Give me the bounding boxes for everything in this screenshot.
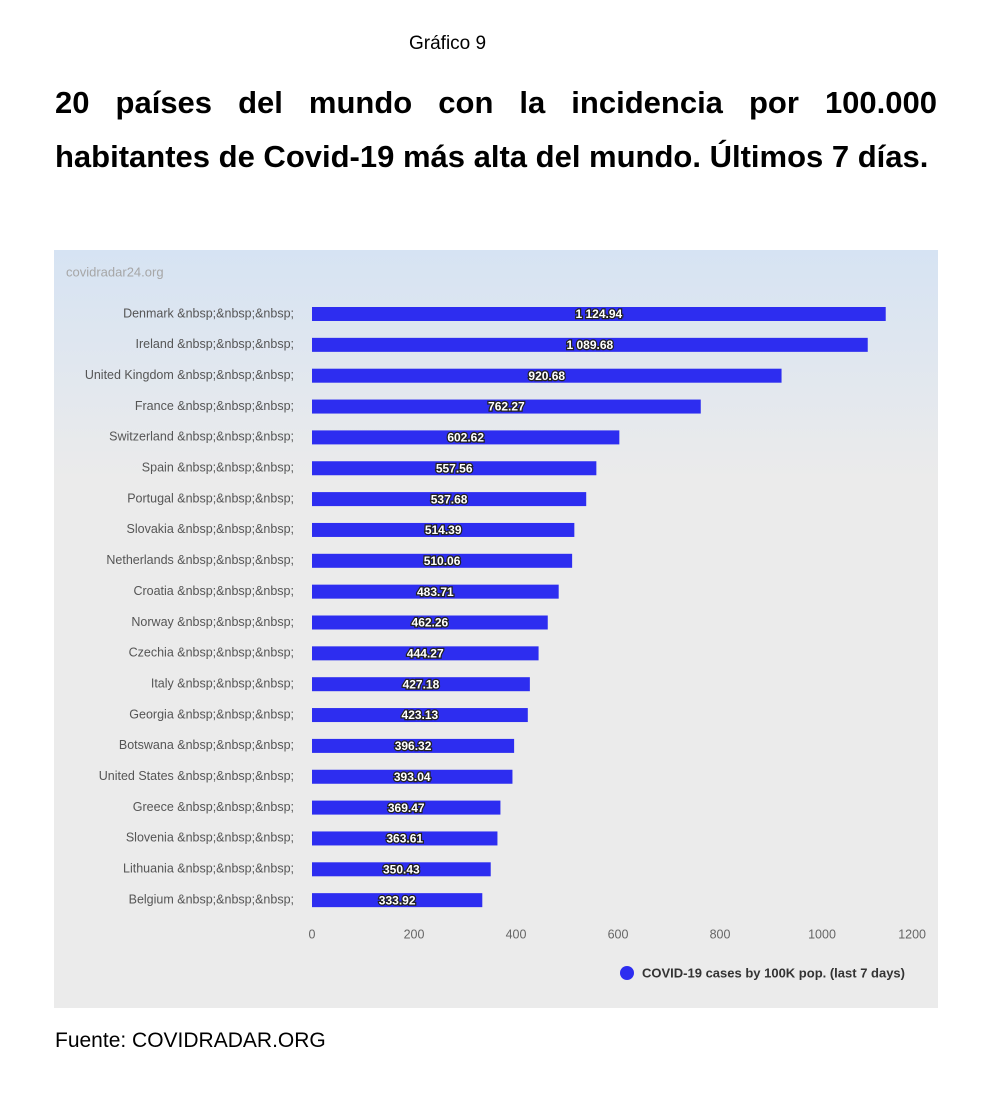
chart-title: 20 países del mundo con la incidencia po… xyxy=(55,85,937,174)
y-tick-label: Greece &nbsp;&nbsp;&nbsp; xyxy=(133,800,294,814)
data-label: 462.26 xyxy=(412,616,449,630)
data-label: 444.27 xyxy=(407,647,444,661)
watermark: covidradar24.org xyxy=(66,264,164,279)
x-tick-label: 1000 xyxy=(808,927,836,941)
data-label: 602.62 xyxy=(447,431,484,445)
y-tick-label: Spain &nbsp;&nbsp;&nbsp; xyxy=(142,461,294,475)
y-tick-label: Belgium &nbsp;&nbsp;&nbsp; xyxy=(129,892,294,906)
data-label: 363.61 xyxy=(386,832,423,846)
y-tick-label: Ireland &nbsp;&nbsp;&nbsp; xyxy=(136,337,294,351)
bar xyxy=(312,584,559,599)
y-tick-label: Netherlands &nbsp;&nbsp;&nbsp; xyxy=(106,553,294,567)
y-tick-label: Czechia &nbsp;&nbsp;&nbsp; xyxy=(129,646,294,660)
bar xyxy=(312,522,575,537)
data-label: 393.04 xyxy=(394,770,431,784)
data-label: 333.92 xyxy=(379,893,416,907)
y-tick-label: Switzerland &nbsp;&nbsp;&nbsp; xyxy=(109,430,294,444)
x-tick-label: 200 xyxy=(404,927,425,941)
bar xyxy=(312,307,886,321)
bar xyxy=(312,553,573,568)
x-tick-label: 400 xyxy=(506,927,527,941)
bar xyxy=(312,337,868,352)
data-label: 1 124.94 xyxy=(576,307,623,321)
figure-label: Gráfico 9 xyxy=(409,33,487,54)
data-label: 350.43 xyxy=(383,862,420,876)
legend-swatch xyxy=(620,966,634,980)
source: Fuente: COVIDRADAR.ORG xyxy=(55,1029,326,1052)
data-label: 762.27 xyxy=(488,400,525,414)
y-tick-label: Norway &nbsp;&nbsp;&nbsp; xyxy=(131,615,294,629)
bar xyxy=(312,831,498,846)
data-label: 1 089.68 xyxy=(567,338,614,352)
bar xyxy=(312,677,530,692)
data-label: 423.13 xyxy=(402,708,439,722)
y-tick-label: Croatia &nbsp;&nbsp;&nbsp; xyxy=(133,584,294,598)
x-tick-label: 800 xyxy=(710,927,731,941)
y-tick-label: Slovenia &nbsp;&nbsp;&nbsp; xyxy=(126,831,294,845)
y-tick-label: Lithuania &nbsp;&nbsp;&nbsp; xyxy=(123,862,294,876)
bar xyxy=(312,399,701,414)
data-label: 920.68 xyxy=(528,369,565,383)
y-tick-label: France &nbsp;&nbsp;&nbsp; xyxy=(135,399,294,413)
bar xyxy=(312,800,501,815)
data-label: 396.32 xyxy=(395,739,432,753)
y-tick-label: Botswana &nbsp;&nbsp;&nbsp; xyxy=(119,738,294,752)
x-tick-label: 1200 xyxy=(898,927,926,941)
y-tick-label: Georgia &nbsp;&nbsp;&nbsp; xyxy=(129,707,294,721)
y-tick-label: Portugal &nbsp;&nbsp;&nbsp; xyxy=(127,491,294,505)
bar xyxy=(312,893,483,908)
bar xyxy=(312,492,587,507)
y-tick-label: United Kingdom &nbsp;&nbsp;&nbsp; xyxy=(85,368,294,382)
bar xyxy=(312,430,620,445)
data-label: 510.06 xyxy=(424,554,461,568)
data-label: 537.68 xyxy=(431,492,468,506)
y-tick-label: Denmark &nbsp;&nbsp;&nbsp; xyxy=(123,306,294,320)
data-label: 557.56 xyxy=(436,461,473,475)
bar xyxy=(312,769,513,784)
y-tick-label: Slovakia &nbsp;&nbsp;&nbsp; xyxy=(127,522,294,536)
data-label: 514.39 xyxy=(425,523,462,537)
y-tick-label: United States &nbsp;&nbsp;&nbsp; xyxy=(99,769,294,783)
data-label: 427.18 xyxy=(403,677,440,691)
bar xyxy=(312,615,548,630)
bar xyxy=(312,862,491,877)
y-tick-label: Italy &nbsp;&nbsp;&nbsp; xyxy=(151,676,294,690)
bar xyxy=(312,646,539,661)
bar xyxy=(312,708,528,723)
data-label: 483.71 xyxy=(417,585,454,599)
x-tick-label: 0 xyxy=(309,927,316,941)
bar xyxy=(312,738,515,753)
legend-label: COVID-19 cases by 100K pop. (last 7 days… xyxy=(642,965,905,980)
bar xyxy=(312,461,597,476)
bar xyxy=(312,368,782,383)
x-tick-label: 600 xyxy=(608,927,629,941)
data-label: 369.47 xyxy=(388,801,425,815)
